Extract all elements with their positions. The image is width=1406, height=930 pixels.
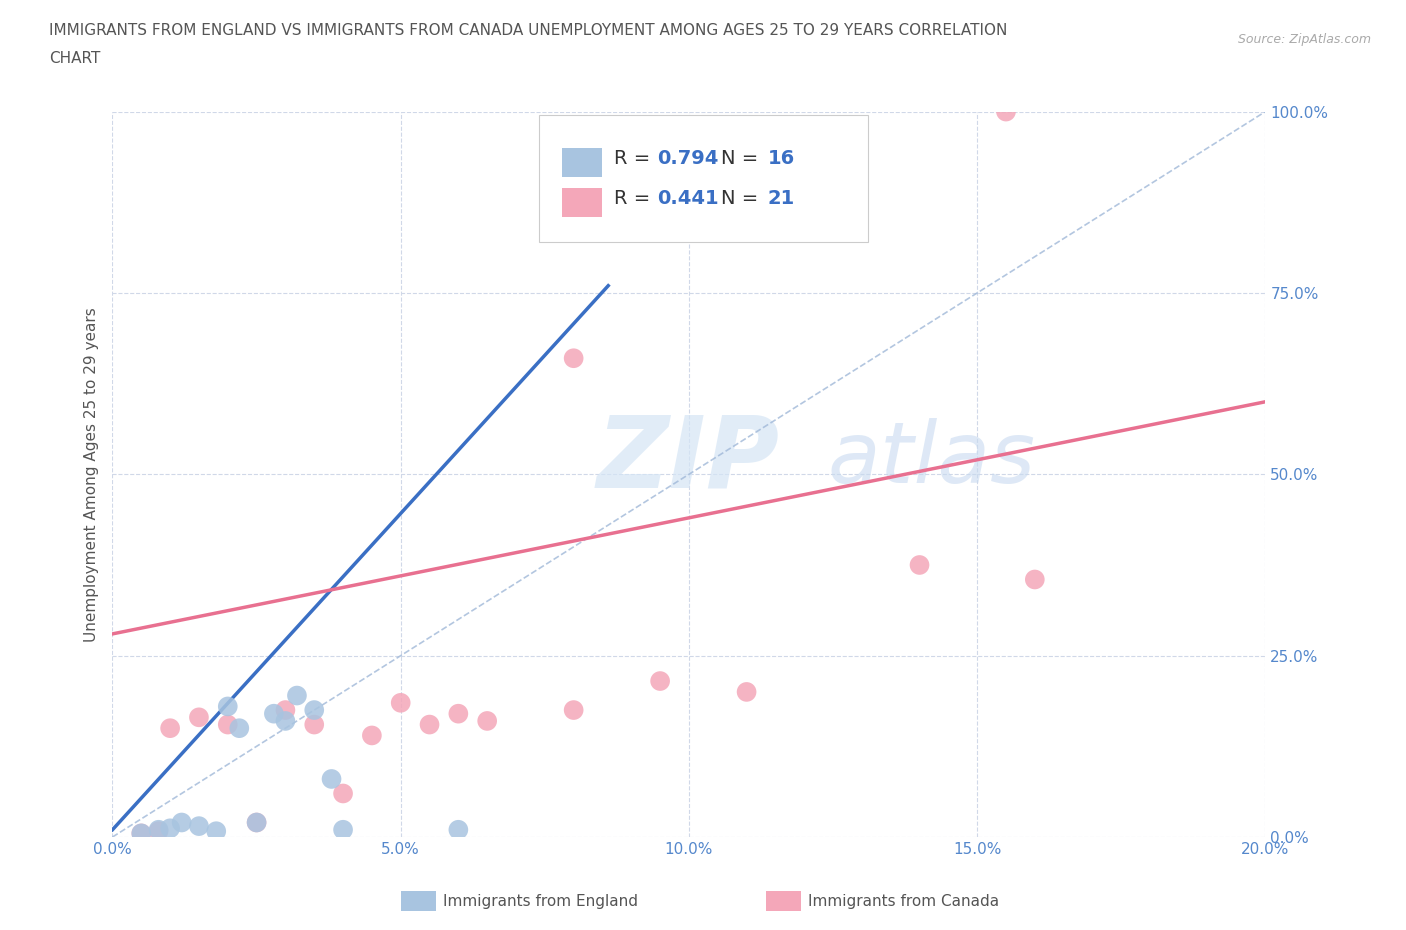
Point (908, 558, 931, 573)
Point (263, 706, 285, 721)
Point (332, 786, 354, 801)
Point (217, 699, 239, 714)
Point (419, 717, 441, 732)
Point (321, 772, 343, 787)
Text: N =: N = (721, 149, 765, 168)
Point (148, 824, 170, 839)
Text: Immigrants from Canada: Immigrants from Canada (808, 894, 1000, 909)
Text: R =: R = (614, 149, 657, 168)
Point (188, 710, 211, 724)
Point (304, 717, 326, 732)
Point (170, 815, 193, 830)
Text: CHART: CHART (49, 51, 101, 66)
Text: Immigrants from England: Immigrants from England (443, 894, 638, 909)
Point (735, 684, 758, 699)
Text: 16: 16 (768, 149, 794, 168)
Text: ZIP: ZIP (596, 411, 780, 509)
Point (389, 696, 412, 711)
Point (285, 688, 308, 703)
Text: N =: N = (721, 189, 765, 208)
Point (129, 826, 153, 841)
Point (447, 706, 470, 721)
Point (447, 822, 470, 837)
Point (274, 713, 297, 728)
Point (246, 815, 269, 830)
Text: IMMIGRANTS FROM ENGLAND VS IMMIGRANTS FROM CANADA UNEMPLOYMENT AMONG AGES 25 TO : IMMIGRANTS FROM ENGLAND VS IMMIGRANTS FR… (49, 23, 1008, 38)
Point (360, 728, 382, 743)
FancyBboxPatch shape (538, 115, 868, 242)
Text: 0.441: 0.441 (657, 189, 718, 208)
Bar (562, 148, 603, 177)
Point (228, 721, 250, 736)
Text: 0.794: 0.794 (657, 149, 718, 168)
Point (159, 821, 181, 836)
Point (1024, 572, 1046, 587)
Point (995, 104, 1018, 119)
Point (650, 673, 672, 688)
Point (562, 351, 585, 365)
Text: atlas: atlas (827, 418, 1035, 501)
Point (475, 713, 499, 728)
Point (129, 826, 153, 841)
Point (148, 822, 170, 837)
Text: 21: 21 (768, 189, 794, 208)
Point (205, 824, 228, 839)
Point (246, 815, 269, 830)
Bar (562, 188, 603, 217)
Point (332, 822, 354, 837)
Point (159, 721, 181, 736)
Point (217, 717, 239, 732)
Point (304, 703, 326, 718)
Y-axis label: Unemployment Among Ages 25 to 29 years: Unemployment Among Ages 25 to 29 years (83, 307, 98, 642)
Text: Source: ZipAtlas.com: Source: ZipAtlas.com (1237, 33, 1371, 46)
Point (188, 818, 211, 833)
Text: R =: R = (614, 189, 657, 208)
Point (274, 703, 297, 718)
Point (562, 703, 585, 718)
